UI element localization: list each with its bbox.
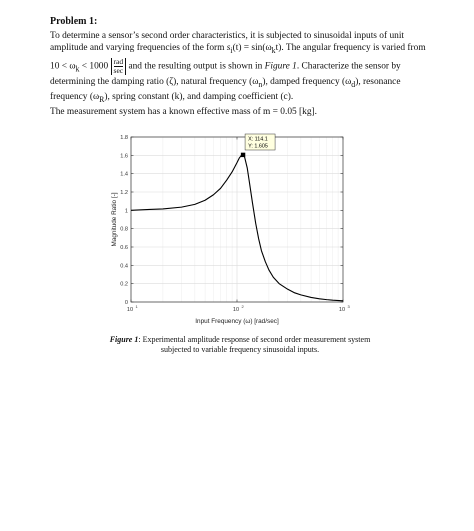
- figure-caption: Figure 1: Experimental amplitude respons…: [100, 335, 380, 355]
- problem-statement: Problem 1: To determine a sensor’s secon…: [50, 16, 430, 119]
- datatip-box: [244, 133, 276, 151]
- problem-text: To determine a sensor’s second order cha…: [50, 31, 426, 104]
- y-tick-label: 0.6: [120, 245, 128, 251]
- mass-statement: The measurement system has a known effec…: [50, 107, 318, 118]
- y-tick-label: 1.8: [120, 135, 128, 141]
- y-tick-label: 1.2: [120, 190, 128, 196]
- series-line: [130, 154, 344, 302]
- datatip-marker: [240, 152, 246, 158]
- y-tick-label: 1.6: [120, 153, 128, 159]
- y-axis-label: Magnitude Ratio [-]: [111, 192, 118, 246]
- x-tick-label: 10: [127, 307, 133, 313]
- caption-label: Figure 1: [109, 335, 139, 344]
- y-tick-label: 0.8: [120, 227, 128, 233]
- datatip-y-label: Y: 1.605: [248, 144, 268, 150]
- plot-area: [131, 137, 343, 302]
- x-tick-label: 10: [339, 307, 345, 313]
- y-tick-label: 1.4: [120, 172, 128, 178]
- x-tick-label: 10: [233, 307, 239, 313]
- caption-text: : Experimental amplitude response of sec…: [138, 335, 371, 354]
- x-axis-label: Input Frequency (ω) [rad/sec]: [195, 318, 279, 325]
- unit-fraction: rad sec: [110, 57, 127, 75]
- y-tick-label: 1: [125, 208, 128, 214]
- x-tick-exponent: 3: [348, 304, 351, 309]
- axes-box: [130, 136, 344, 303]
- datatip-x-label: X: 114.1: [248, 137, 268, 143]
- x-tick-exponent: 2: [242, 304, 245, 309]
- x-tick-exponent: 1: [136, 304, 139, 309]
- problem-heading: Problem 1:: [50, 16, 98, 27]
- y-tick-label: 0: [125, 300, 128, 306]
- y-tick-label: 0.2: [120, 282, 128, 288]
- y-tick-label: 0.4: [120, 263, 128, 269]
